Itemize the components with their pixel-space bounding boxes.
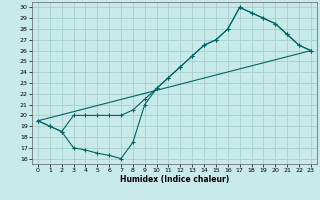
X-axis label: Humidex (Indice chaleur): Humidex (Indice chaleur) bbox=[120, 175, 229, 184]
